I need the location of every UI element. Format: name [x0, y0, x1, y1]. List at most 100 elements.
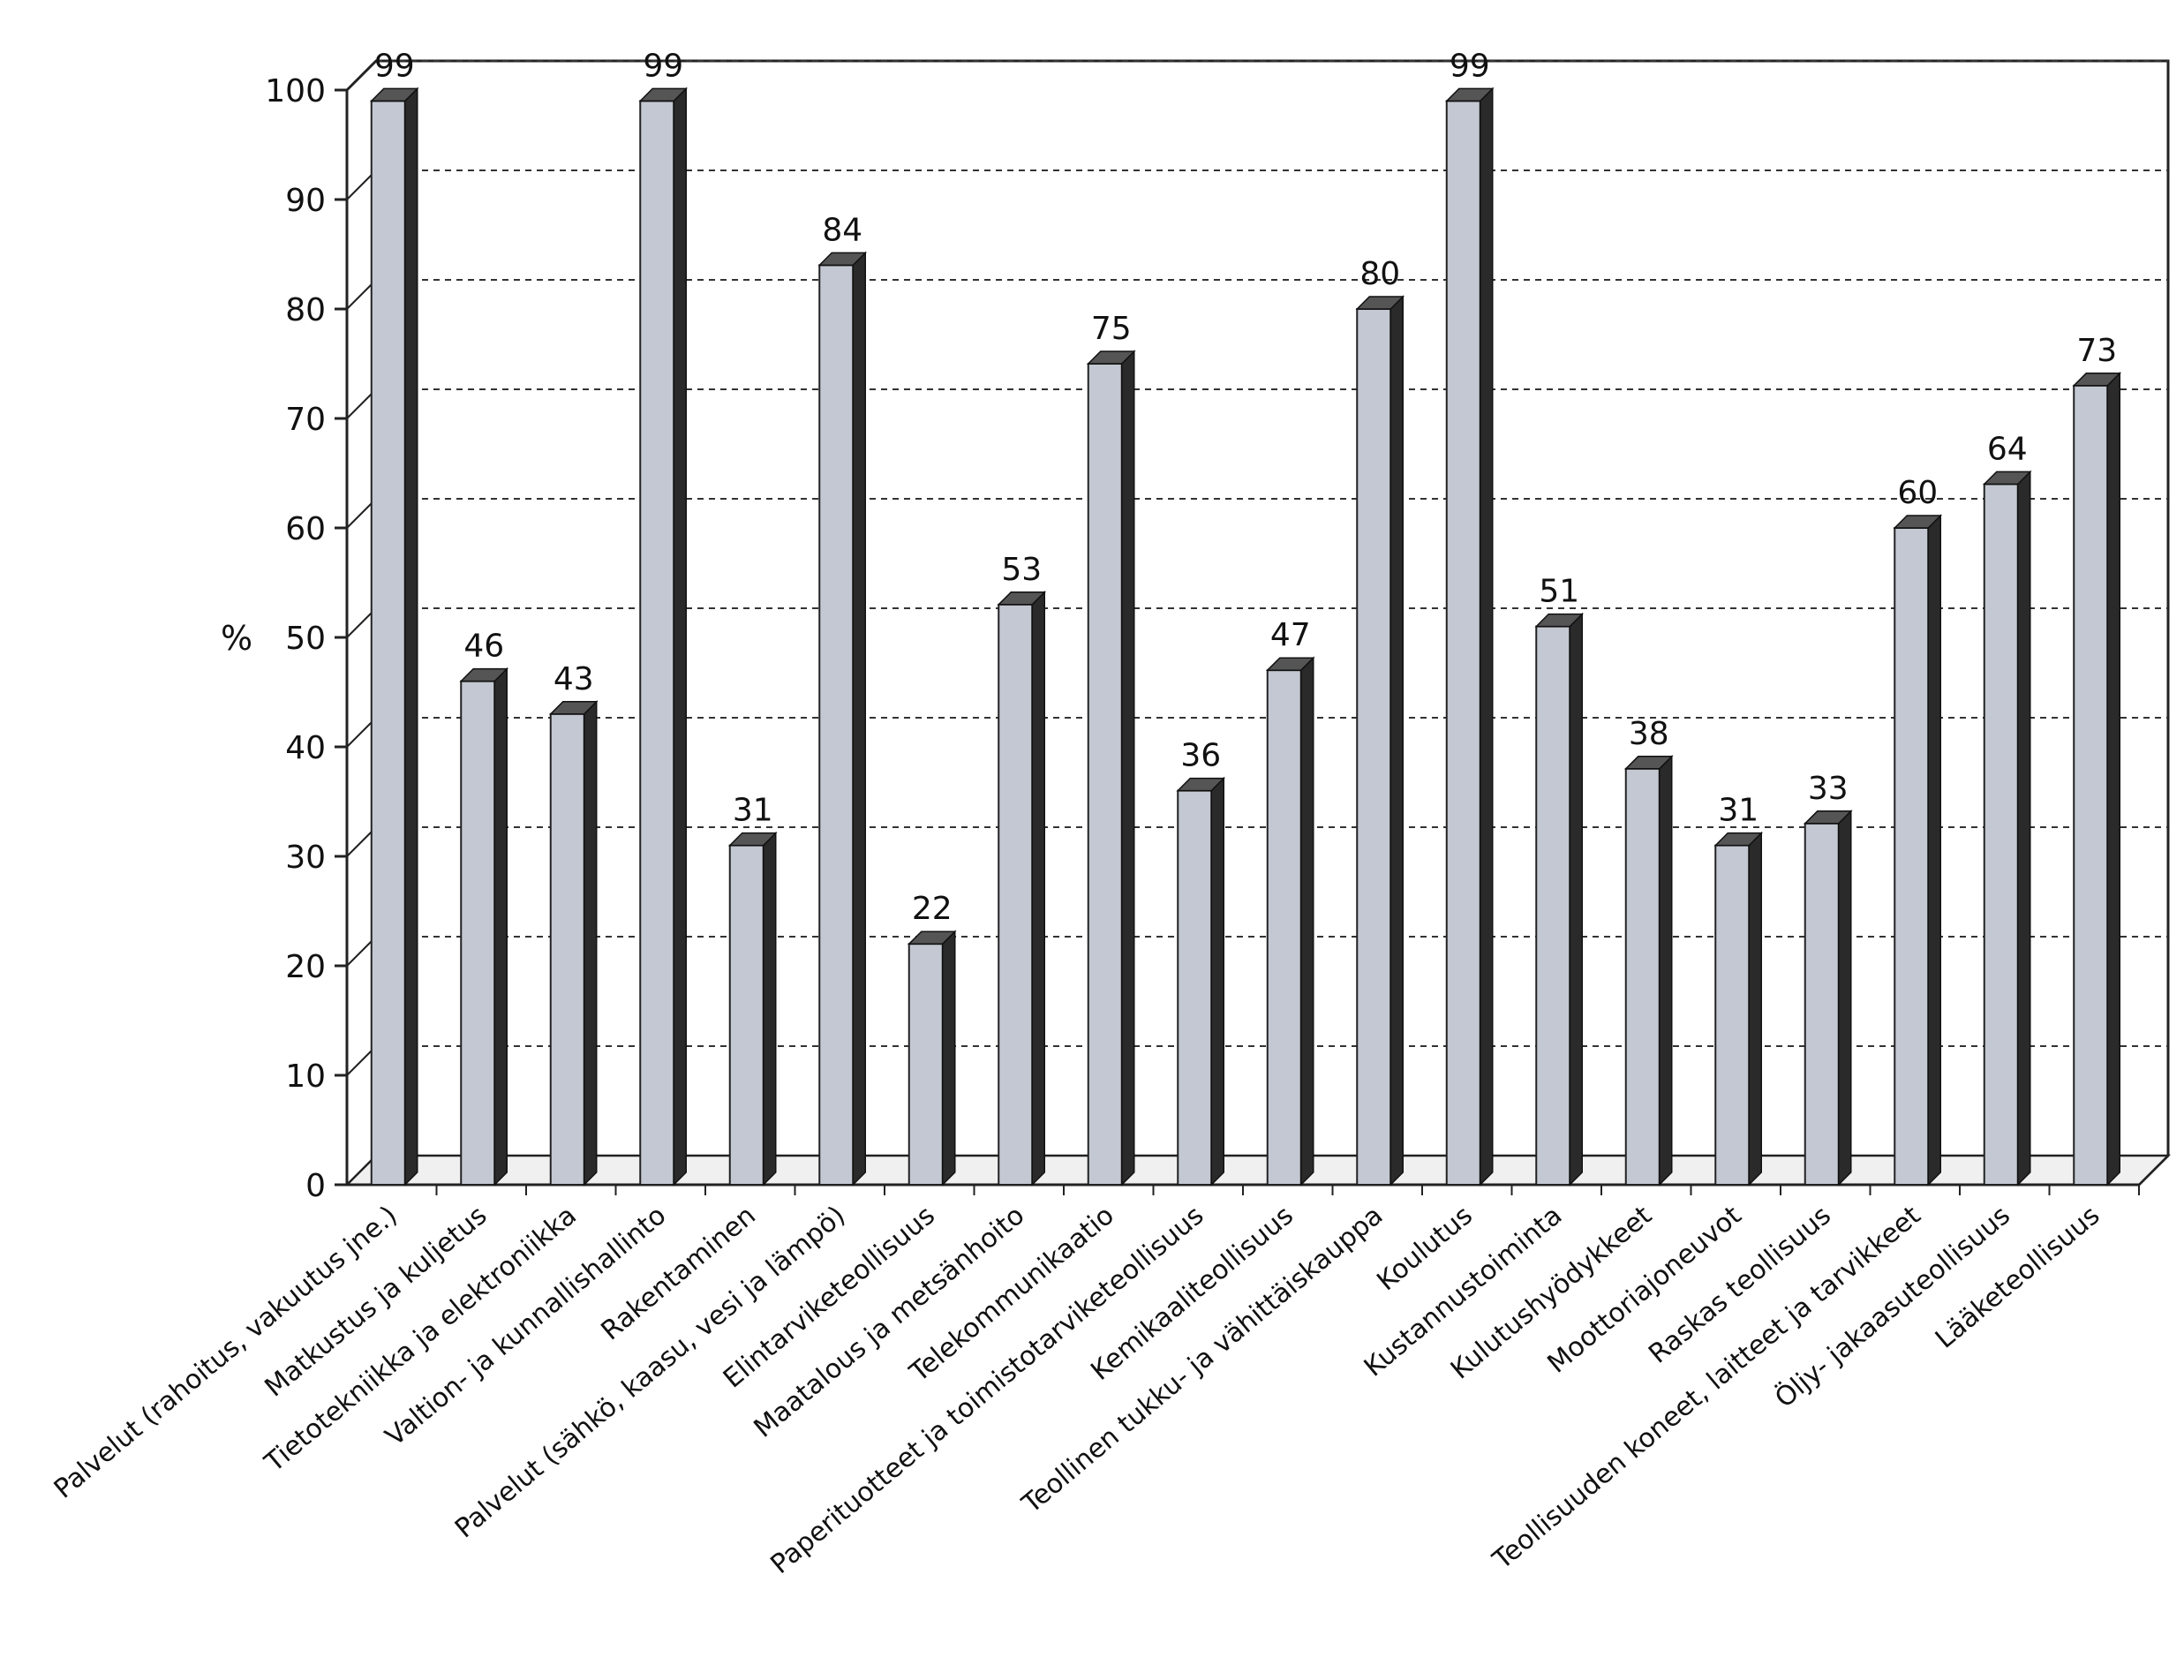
- data-label: 64: [1987, 431, 2028, 467]
- bar-side: [584, 699, 598, 1187]
- data-label: 38: [1629, 716, 1669, 752]
- y-tick-label: 30: [285, 840, 326, 876]
- data-label: 47: [1270, 617, 1311, 653]
- data-label: 80: [1359, 256, 1400, 292]
- y-tick-label: 80: [285, 292, 326, 328]
- bar-side: [404, 87, 418, 1187]
- bar-side: [2106, 371, 2120, 1187]
- bar-side: [1389, 295, 1404, 1187]
- bar: 73: [2072, 333, 2122, 1187]
- bar-top: [548, 701, 599, 715]
- bar-front: [907, 943, 944, 1186]
- bar-side: [1300, 656, 1314, 1187]
- data-label: 31: [1718, 793, 1758, 829]
- data-label: 46: [463, 629, 504, 665]
- bar-front: [1894, 527, 1930, 1186]
- bar: 99: [1444, 48, 1495, 1187]
- bar-front: [2073, 384, 2109, 1186]
- bar: 53: [997, 552, 1047, 1187]
- bar-side: [1838, 809, 1852, 1187]
- bar-top: [2072, 373, 2122, 387]
- data-label: 22: [912, 891, 953, 927]
- bar-top: [1444, 87, 1495, 102]
- gridline-diagonal: [346, 60, 377, 91]
- bar-front: [639, 100, 675, 1186]
- x-axis-labels: Palvelut (rahoitus, vakuutus jne.)Matkus…: [49, 1185, 2140, 1580]
- bar-front: [1804, 822, 1840, 1186]
- bar-side: [763, 831, 777, 1187]
- bar-front: [1624, 767, 1661, 1186]
- bar: 46: [459, 629, 509, 1187]
- data-label: 53: [1001, 552, 1042, 588]
- x-tick-label: Lääketeollisuus: [1930, 1200, 2106, 1354]
- bar: 60: [1893, 475, 1943, 1187]
- data-label: 36: [1180, 738, 1221, 774]
- data-label: 99: [374, 48, 415, 84]
- bar: 33: [1803, 771, 1853, 1187]
- bar-side: [493, 667, 508, 1187]
- bar-top: [638, 87, 689, 102]
- bar-front: [1714, 844, 1751, 1186]
- y-tick-label: 20: [285, 949, 326, 985]
- bar-top: [1355, 296, 1405, 310]
- bar-front: [549, 712, 585, 1186]
- bar-front: [370, 100, 406, 1186]
- bar-side: [2017, 470, 2031, 1187]
- bar-top: [727, 832, 778, 847]
- y-tick-label: 60: [285, 511, 326, 547]
- data-label: 43: [554, 661, 594, 697]
- data-label: 51: [1539, 574, 1579, 610]
- y-tick-label: 10: [285, 1058, 326, 1095]
- x-tick-label: Rakentaminen: [596, 1200, 762, 1346]
- bar-side: [1480, 87, 1494, 1187]
- x-tick-label: Palvelut (rahoitus, vakuutus jne.): [49, 1200, 403, 1504]
- bar-front: [1983, 483, 2019, 1186]
- bar-front: [1445, 100, 1481, 1186]
- bar-top: [459, 667, 509, 682]
- bar-top: [369, 87, 419, 102]
- bar-top: [1086, 350, 1136, 365]
- bar-side: [1569, 612, 1583, 1187]
- bar-front: [1535, 625, 1571, 1186]
- bar-front: [818, 264, 855, 1186]
- bar: 75: [1086, 311, 1136, 1187]
- bar: 80: [1355, 256, 1405, 1187]
- y-axis-title: %: [221, 619, 252, 658]
- bar-front: [1087, 363, 1123, 1186]
- bar-side: [673, 87, 687, 1187]
- bar-front: [1177, 789, 1213, 1186]
- data-label: 73: [2076, 333, 2117, 369]
- y-tick-label: 0: [305, 1168, 326, 1204]
- bar: 51: [1534, 574, 1585, 1187]
- data-label: 84: [822, 212, 862, 248]
- bar-side: [1210, 776, 1224, 1187]
- data-label: 99: [1450, 48, 1490, 84]
- data-label: 60: [1897, 475, 1938, 511]
- bar-side: [1121, 350, 1135, 1187]
- data-label: 99: [643, 48, 683, 84]
- y-tick-label: 100: [265, 73, 326, 109]
- bar-top: [1176, 777, 1226, 792]
- bar-side: [1927, 514, 1941, 1187]
- data-label: 31: [733, 793, 773, 829]
- bar: 43: [548, 661, 599, 1187]
- bar: 38: [1623, 716, 1674, 1187]
- data-label: 33: [1808, 771, 1849, 807]
- bar-top: [1893, 515, 1943, 529]
- bar: 22: [907, 891, 957, 1187]
- bar-front: [460, 680, 496, 1186]
- bar-front: [1356, 308, 1392, 1186]
- bar-side: [1659, 754, 1673, 1187]
- bar-top: [817, 252, 868, 267]
- bar-side: [942, 930, 956, 1187]
- bar-side: [1031, 590, 1045, 1187]
- bars: 99 46 43 99 31 84 22 53 75 36 47 80 99 51 38 31 33 60 64 73: [369, 48, 2122, 1187]
- bar-front: [998, 603, 1034, 1186]
- bar: 99: [638, 48, 689, 1187]
- bar: 84: [817, 212, 868, 1187]
- y-tick-label: 90: [285, 183, 326, 219]
- bar-top: [1265, 657, 1315, 671]
- y-tick-label: 50: [285, 621, 326, 657]
- bar-front: [1266, 669, 1302, 1186]
